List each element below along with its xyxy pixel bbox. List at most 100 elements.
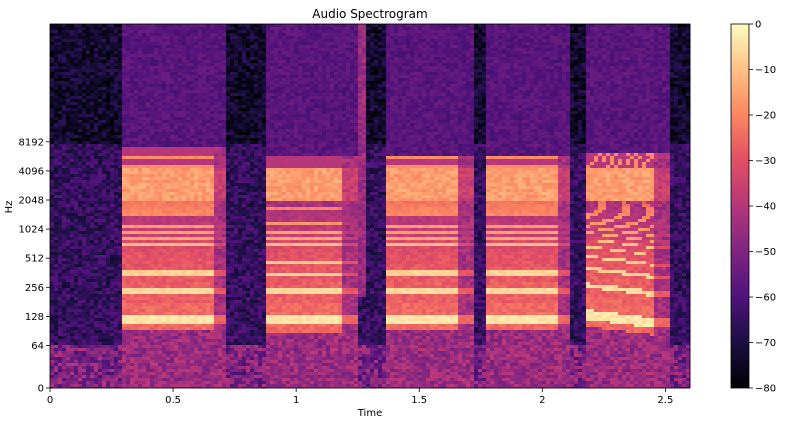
heatmap-cell xyxy=(70,201,75,205)
heatmap-cell xyxy=(190,93,195,97)
heatmap-cell xyxy=(126,315,131,319)
heatmap-cell xyxy=(98,96,103,100)
heatmap-cell xyxy=(102,363,107,367)
heatmap-cell xyxy=(134,267,139,271)
heatmap-cell xyxy=(146,219,151,223)
heatmap-cell xyxy=(210,66,215,70)
heatmap-cell xyxy=(110,252,115,256)
heatmap-cell xyxy=(142,288,147,292)
heatmap-cell xyxy=(130,276,135,280)
heatmap-cell xyxy=(74,240,79,244)
heatmap-cell xyxy=(202,114,207,118)
heatmap-cell xyxy=(166,225,171,229)
heatmap-cell xyxy=(206,318,211,322)
heatmap-cell xyxy=(114,57,119,61)
heatmap-cell xyxy=(206,363,211,367)
heatmap-cell xyxy=(78,357,83,361)
heatmap-cell xyxy=(106,333,111,337)
heatmap-cell xyxy=(138,75,143,79)
heatmap-cell xyxy=(206,63,211,67)
heatmap-cell xyxy=(58,186,63,190)
heatmap-cell xyxy=(70,48,75,52)
heatmap-cell xyxy=(62,357,67,361)
heatmap-cell xyxy=(178,177,183,181)
heatmap-cell xyxy=(150,306,155,310)
heatmap-cell xyxy=(98,276,103,280)
heatmap-cell xyxy=(162,309,167,313)
heatmap-cell xyxy=(138,342,143,346)
heatmap-cell xyxy=(158,294,163,298)
heatmap-cell xyxy=(102,318,107,322)
heatmap-cell xyxy=(90,204,95,208)
heatmap-cell xyxy=(70,303,75,307)
heatmap-cell xyxy=(94,207,99,211)
heatmap-cell xyxy=(194,312,199,316)
heatmap-cell xyxy=(178,144,183,148)
heatmap-cell xyxy=(66,252,71,256)
heatmap-cell xyxy=(130,24,135,28)
heatmap-cell xyxy=(98,141,103,145)
heatmap-cell xyxy=(102,303,107,307)
heatmap-cell xyxy=(102,195,107,199)
heatmap-cell xyxy=(74,249,79,253)
heatmap-cell xyxy=(122,324,127,328)
heatmap-cell xyxy=(94,189,99,193)
heatmap-cell xyxy=(138,381,143,385)
heatmap-cell xyxy=(138,45,143,49)
heatmap-cell xyxy=(162,102,167,106)
heatmap-cell xyxy=(198,132,203,136)
heatmap-cell xyxy=(58,36,63,40)
heatmap-cell xyxy=(90,111,95,115)
heatmap-cell xyxy=(106,243,111,247)
heatmap-cell xyxy=(150,54,155,58)
heatmap-cell xyxy=(194,132,199,136)
heatmap-cell xyxy=(202,261,207,265)
heatmap-cell xyxy=(78,75,83,79)
heatmap-cell xyxy=(150,312,155,316)
heatmap-cell xyxy=(162,366,167,370)
heatmap-cell xyxy=(70,372,75,376)
heatmap-cell xyxy=(102,309,107,313)
heatmap-cell xyxy=(54,342,59,346)
heatmap-cell xyxy=(194,111,199,115)
heatmap-cell xyxy=(142,147,147,151)
heatmap-cell xyxy=(138,195,143,199)
heatmap-cell xyxy=(54,165,59,169)
heatmap-cell xyxy=(178,285,183,289)
heatmap-cell xyxy=(130,129,135,133)
heatmap-cell xyxy=(90,54,95,58)
heatmap-cell xyxy=(130,354,135,358)
heatmap-cell xyxy=(82,120,87,124)
heatmap-cell xyxy=(134,345,139,349)
heatmap-cell xyxy=(146,216,151,220)
heatmap-cell xyxy=(210,282,215,286)
heatmap-cell xyxy=(54,213,59,217)
heatmap-cell xyxy=(182,45,187,49)
heatmap-cell xyxy=(58,270,63,274)
heatmap-cell xyxy=(58,282,63,286)
heatmap-cell xyxy=(74,39,79,43)
heatmap-cell xyxy=(66,375,71,379)
heatmap-cell xyxy=(178,147,183,151)
heatmap-cell xyxy=(126,165,131,169)
heatmap-cell xyxy=(210,357,215,361)
heatmap-cell xyxy=(146,198,151,202)
heatmap-cell xyxy=(78,195,83,199)
heatmap-cell xyxy=(206,54,211,58)
heatmap-cell xyxy=(58,372,63,376)
heatmap-cell xyxy=(130,264,135,268)
heatmap-cell xyxy=(138,189,143,193)
heatmap-cell xyxy=(126,147,131,151)
heatmap-cell xyxy=(206,159,211,163)
heatmap-cell xyxy=(90,150,95,154)
heatmap-cell xyxy=(122,144,127,148)
heatmap-cell xyxy=(142,111,147,115)
heatmap-cell xyxy=(86,156,91,160)
heatmap-cell xyxy=(154,357,159,361)
heatmap-cell xyxy=(206,126,211,130)
heatmap-cell xyxy=(142,105,147,109)
heatmap-cell xyxy=(158,267,163,271)
heatmap-cell xyxy=(154,138,159,142)
heatmap-cell xyxy=(110,228,115,232)
heatmap-cell xyxy=(146,141,151,145)
